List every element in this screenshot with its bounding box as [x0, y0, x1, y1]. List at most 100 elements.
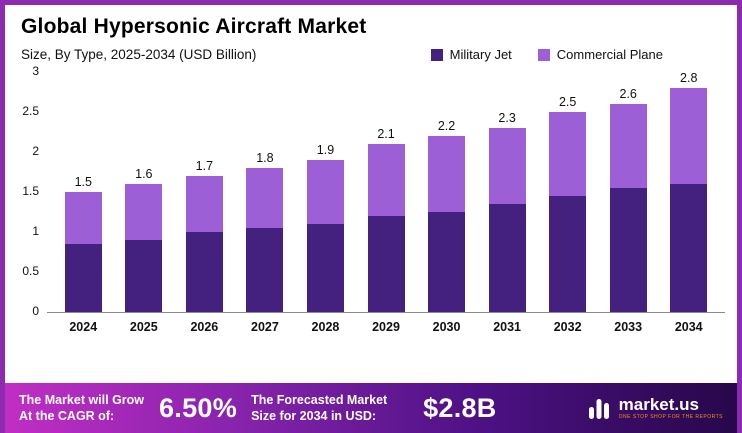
logo-text-block: market.us ONE STOP SHOP FOR THE REPORTS — [619, 396, 723, 420]
bar-stack — [306, 160, 344, 312]
bar-segment-commercial — [64, 192, 102, 244]
y-axis: 0 0.5 1 1.5 2 2.5 3 — [17, 64, 47, 318]
bar-segment-commercial — [185, 176, 223, 232]
logo-tagline: ONE STOP SHOP FOR THE REPORTS — [618, 414, 723, 420]
bar-total-label: 1.9 — [316, 143, 335, 157]
legend-item-commercial: Commercial Plane — [537, 47, 663, 62]
x-axis-label: 2032 — [553, 320, 582, 334]
bar-stack — [185, 176, 223, 312]
chart-row: 0 0.5 1 1.5 2 2.5 3 1.5 1.6 1.7 1.8 1.9 2.1 2.2 2.3 2.… — [17, 64, 725, 318]
bar-cell: 2.2 — [416, 119, 477, 312]
bar-cell: 2.8 — [658, 71, 719, 312]
bar-total-label: 1.7 — [195, 159, 214, 173]
marketus-logo: market.us ONE STOP SHOP FOR THE REPORTS — [586, 395, 723, 421]
bar-total-label: 2.6 — [619, 87, 637, 101]
bar-segment-commercial — [428, 136, 466, 212]
bar-cell: 2.3 — [477, 111, 538, 312]
plot-area: 1.5 1.6 1.7 1.8 1.9 2.1 2.2 2.3 2.5 2.6 2.8 — [47, 66, 725, 313]
bar-stack — [428, 136, 466, 312]
bar-segment-commercial — [367, 144, 405, 216]
x-axis: 2024 2025 2026 2027 2028 2029 2030 2031 2032 2033… — [47, 320, 725, 334]
bar-segment-military — [428, 212, 466, 312]
cagr-label: The Market will Grow At the CAGR of: — [19, 392, 145, 423]
bar-segment-military — [185, 232, 223, 312]
y-axis-label: 2 — [32, 144, 39, 158]
bottom-banner: The Market will Grow At the CAGR of: 6.5… — [5, 383, 737, 433]
bar-segment-commercial — [549, 112, 587, 196]
legend-label-military: Military Jet — [449, 47, 512, 62]
y-axis-label: 2.5 — [22, 104, 39, 118]
chart-subtitle: Size, By Type, 2025-2034 (USD Billion) — [21, 47, 257, 62]
bar-segment-military — [609, 188, 647, 312]
bar-total-label: 2.1 — [377, 127, 395, 141]
bar-segment-military — [64, 244, 102, 312]
y-axis-label: 1.5 — [22, 184, 39, 198]
bar-segment-military — [549, 196, 587, 312]
forecast-label: The Forecasted Market Size for 2034 in U… — [251, 392, 388, 423]
y-axis-label: 0.5 — [22, 264, 39, 278]
subtitle-row: Size, By Type, 2025-2034 (USD Billion) M… — [21, 47, 721, 62]
bar-total-label: 1.6 — [135, 167, 153, 181]
x-axis-label: 2030 — [432, 320, 461, 334]
bar-cell: 1.8 — [235, 151, 296, 312]
bar-total-label: 1.8 — [256, 151, 274, 165]
bar-total-label: 1.5 — [74, 175, 92, 189]
bar-cell: 1.9 — [295, 143, 356, 312]
x-axis-label: 2034 — [674, 320, 703, 334]
chart-legend: Military Jet Commercial Plane — [430, 47, 663, 62]
bar-segment-military — [367, 216, 405, 312]
bar-segment-military — [670, 184, 708, 312]
bar-cell: 2.5 — [537, 95, 598, 312]
bar-total-label: 2.8 — [680, 71, 698, 85]
x-axis-label: 2027 — [251, 320, 279, 334]
y-axis-label: 0 — [32, 304, 39, 318]
x-axis-label: 2025 — [129, 320, 158, 334]
bar-segment-commercial — [125, 184, 163, 240]
bar-stack — [246, 168, 284, 312]
bar-segment-military — [488, 204, 526, 312]
legend-swatch-military-icon — [430, 48, 443, 61]
bar-segment-military — [125, 240, 163, 312]
cagr-value: 6.50% — [159, 392, 238, 423]
bar-segment-commercial — [488, 128, 526, 204]
legend-swatch-commercial-icon — [537, 48, 550, 61]
bar-stack — [125, 184, 163, 312]
bar-segment-military — [306, 224, 344, 312]
x-axis-label: 2029 — [372, 320, 400, 334]
x-axis-label: 2031 — [493, 320, 521, 334]
y-axis-label: 1 — [32, 224, 39, 238]
forecast-value: $2.8B — [423, 392, 497, 423]
x-axis-label: 2033 — [614, 320, 643, 334]
marketus-logo-icon — [588, 399, 609, 419]
chart-area: 0 0.5 1 1.5 2 2.5 3 1.5 1.6 1.7 1.8 1.9 2.1 2.2 2.3 2.… — [17, 64, 725, 334]
legend-label-commercial: Commercial Plane — [556, 47, 663, 62]
y-axis-label: 3 — [32, 64, 39, 78]
bar-cell: 1.7 — [174, 159, 235, 312]
bar-segment-commercial — [670, 88, 708, 184]
x-axis-label: 2024 — [69, 320, 98, 334]
bar-cell: 1.5 — [53, 175, 114, 312]
x-axis-label: 2028 — [311, 320, 340, 334]
bar-segment-commercial — [306, 160, 344, 224]
bar-stack — [367, 144, 405, 312]
bar-cell: 2.1 — [356, 127, 417, 312]
chart-panel: Global Hypersonic Aircraft Market Size, … — [5, 5, 737, 383]
bar-stack — [549, 112, 587, 312]
bar-total-label: 2.5 — [558, 95, 577, 109]
x-axis-label: 2026 — [190, 320, 219, 334]
bar-cell: 1.6 — [114, 167, 175, 312]
bar-stack — [670, 88, 708, 312]
bar-segment-military — [246, 228, 284, 312]
bar-cell: 2.6 — [598, 87, 659, 312]
bar-stack — [609, 104, 647, 312]
bar-stack — [488, 128, 526, 312]
bar-stack — [64, 192, 102, 312]
logo-wordmark: market.us — [618, 395, 699, 414]
bar-total-label: 2.3 — [498, 111, 516, 125]
legend-item-military: Military Jet — [430, 47, 512, 62]
page-title: Global Hypersonic Aircraft Market — [21, 15, 367, 38]
bar-segment-commercial — [246, 168, 284, 228]
bar-segment-commercial — [609, 104, 647, 188]
bar-total-label: 2.2 — [437, 119, 456, 133]
